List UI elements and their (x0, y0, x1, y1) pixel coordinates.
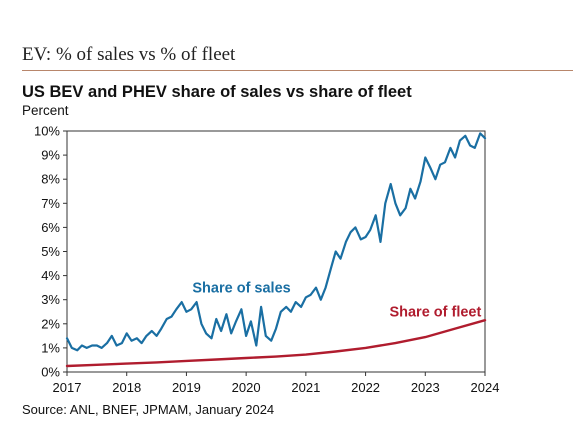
y-tick-label: 4% (41, 268, 60, 283)
annotation-share-of-sales: Share of sales (192, 280, 290, 296)
y-tick-label: 7% (41, 196, 60, 211)
x-tick-label: 2018 (112, 380, 141, 395)
y-tick-label: 6% (41, 220, 60, 235)
y-tick-label: 8% (41, 172, 60, 187)
x-tick-label: 2022 (351, 380, 380, 395)
x-tick-label: 2023 (411, 380, 440, 395)
annotation-share-of-fleet: Share of fleet (389, 305, 481, 321)
heading-divider (22, 70, 573, 71)
x-tick-label: 2017 (53, 380, 82, 395)
y-tick-label: 3% (41, 292, 60, 307)
y-tick-label: 1% (41, 340, 60, 355)
y-tick-label: 9% (41, 148, 60, 163)
page-heading: EV: % of sales vs % of fleet (22, 44, 236, 65)
x-tick-label: 2024 (471, 380, 500, 395)
y-axis-unit-label: Percent (22, 103, 69, 118)
y-tick-label: 2% (41, 316, 60, 331)
source-note: Source: ANL, BNEF, JPMAM, January 2024 (22, 402, 275, 417)
series-line-share-of-sales (65, 132, 487, 352)
series-line-share-of-fleet (65, 319, 487, 368)
x-tick-label: 2019 (172, 380, 201, 395)
y-tick-label: 5% (41, 244, 60, 259)
x-tick-label: 2021 (291, 380, 320, 395)
x-tick-label: 2020 (232, 380, 261, 395)
y-tick-label: 0% (41, 365, 60, 380)
y-tick-label: 10% (34, 124, 60, 139)
chart-title: US BEV and PHEV share of sales vs share … (22, 83, 412, 101)
